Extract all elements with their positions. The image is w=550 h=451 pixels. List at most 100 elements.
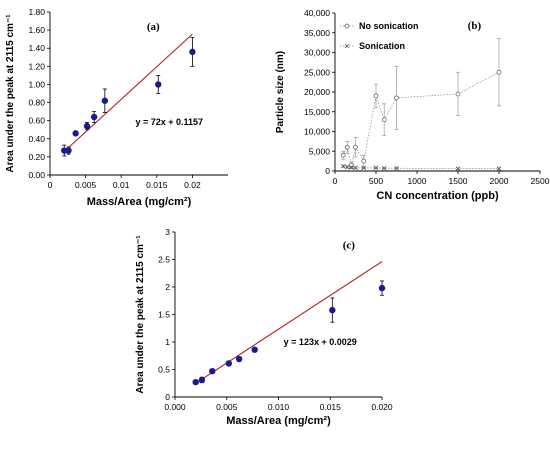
point-marker bbox=[381, 165, 387, 171]
data-point bbox=[83, 122, 91, 131]
x-axis-label: Mass/Area (mg/cm²) bbox=[87, 196, 192, 208]
point-marker bbox=[72, 130, 79, 137]
y-tick-label: 10,000 bbox=[304, 127, 330, 137]
chart-panel-b: 0 500 1000 1500 2000 2500 0 5,000 10,000 15,000 20… bbox=[275, 8, 550, 202]
point-marker bbox=[209, 367, 216, 375]
x-tick-label: 0.015 bbox=[320, 402, 342, 412]
data-point bbox=[65, 146, 72, 155]
point-marker bbox=[83, 122, 91, 130]
x-axis-label: CN concentration (ppb) bbox=[376, 190, 499, 202]
y-tick-label: 30,000 bbox=[304, 48, 330, 58]
series-no-sonication bbox=[340, 38, 502, 169]
panel-label: (b) bbox=[468, 20, 482, 32]
y-tick-label: 1.5 bbox=[158, 310, 170, 320]
y-tick-label: 20,000 bbox=[304, 87, 330, 97]
x-tick-label: 0.000 bbox=[164, 402, 186, 412]
panel-label: (c) bbox=[343, 240, 356, 252]
data-point bbox=[72, 130, 79, 137]
point-marker bbox=[394, 165, 399, 171]
point-marker bbox=[65, 147, 72, 154]
x-tick-label: 0.005 bbox=[75, 180, 97, 190]
x-tick-label: 2000 bbox=[490, 176, 509, 186]
x-axis-label: Mass/Area (mg/cm²) bbox=[226, 415, 331, 427]
data-point bbox=[251, 346, 258, 353]
y-tick-label: 1.00 bbox=[28, 79, 45, 89]
point-marker bbox=[381, 117, 387, 123]
data-point bbox=[329, 297, 336, 323]
y-tick-label: 3 bbox=[165, 227, 170, 237]
y-tick-label: 0.5 bbox=[158, 365, 170, 375]
data-point bbox=[90, 111, 98, 123]
point-marker bbox=[345, 164, 350, 170]
fit-equation: y = 72x + 0.1157 bbox=[135, 117, 203, 127]
data-point bbox=[209, 367, 216, 375]
data-point bbox=[192, 378, 199, 386]
point-marker bbox=[349, 165, 354, 170]
x-tick-label: 0 bbox=[48, 180, 53, 190]
y-tick-label: 35,000 bbox=[304, 28, 330, 38]
y-axis-label: Area under the peak at 2115 cm⁻¹ bbox=[5, 14, 16, 173]
y-axis-label: Particle size (nm) bbox=[275, 51, 286, 133]
point-marker bbox=[340, 163, 346, 169]
data-point bbox=[101, 88, 109, 113]
data-point bbox=[155, 74, 162, 94]
legend-marker bbox=[344, 43, 350, 49]
x-tick-label: 0.005 bbox=[216, 402, 238, 412]
point-marker bbox=[353, 144, 358, 150]
y-tick-label: 1 bbox=[165, 337, 170, 347]
point-marker bbox=[198, 376, 206, 384]
point-marker bbox=[344, 144, 350, 150]
x-tick-label: 1500 bbox=[449, 176, 468, 186]
y-tick-label: 0.60 bbox=[28, 116, 45, 126]
y-tick-label: 0.00 bbox=[28, 170, 45, 180]
chart-panel-c: 0.000 0.005 0.010 0.015 0.020 0 0.5 1 1.5 2 2.5 3 Ma… bbox=[135, 227, 393, 427]
series-line bbox=[342, 71, 500, 166]
point-marker bbox=[361, 165, 366, 171]
point-marker bbox=[155, 81, 162, 88]
data-point bbox=[189, 36, 196, 67]
point-marker bbox=[192, 378, 199, 386]
x-tick-label: 0.01 bbox=[113, 180, 130, 190]
data-point bbox=[235, 355, 243, 363]
x-tick-label: 0.010 bbox=[268, 402, 290, 412]
x-tick-label: 0.02 bbox=[184, 180, 201, 190]
x-tick-label: 2500 bbox=[531, 176, 550, 186]
point-marker bbox=[378, 284, 386, 292]
point-marker bbox=[90, 113, 98, 121]
point-marker bbox=[373, 165, 379, 171]
y-tick-label: 0 bbox=[165, 392, 170, 402]
y-tick-label: 2 bbox=[165, 282, 170, 292]
legend-label: No sonication bbox=[359, 21, 419, 31]
fit-equation: y = 123x + 0.0029 bbox=[284, 337, 357, 347]
point-marker bbox=[361, 158, 367, 164]
trend-line bbox=[195, 261, 383, 384]
point-marker bbox=[189, 48, 196, 56]
y-tick-label: 0.40 bbox=[28, 134, 45, 144]
legend-marker bbox=[344, 23, 350, 29]
panel-label: (a) bbox=[147, 21, 160, 33]
y-axis-label: Area under the peak at 2115 cm⁻¹ bbox=[135, 235, 146, 394]
point-marker bbox=[340, 152, 346, 158]
y-tick-label: 2.5 bbox=[158, 255, 170, 265]
data-point bbox=[378, 280, 386, 296]
point-marker bbox=[496, 69, 502, 75]
y-tick-label: 5,000 bbox=[309, 146, 331, 156]
data-point bbox=[198, 376, 206, 384]
x-tick-label: 1000 bbox=[408, 176, 427, 186]
point-marker bbox=[455, 166, 461, 171]
point-marker bbox=[373, 93, 379, 99]
x-tick-label: 0.015 bbox=[146, 180, 168, 190]
point-marker bbox=[225, 360, 233, 367]
y-tick-label: 40,000 bbox=[304, 8, 330, 18]
y-tick-label: 1.40 bbox=[28, 43, 45, 53]
point-marker bbox=[251, 346, 258, 353]
y-tick-label: 0.20 bbox=[28, 152, 45, 162]
y-tick-label: 0 bbox=[325, 166, 330, 176]
point-marker bbox=[496, 166, 502, 171]
point-marker bbox=[101, 97, 109, 104]
point-marker bbox=[394, 95, 399, 101]
x-tick-label: 0 bbox=[333, 176, 338, 186]
point-marker bbox=[329, 306, 336, 314]
legend-label: Sonication bbox=[359, 41, 405, 51]
